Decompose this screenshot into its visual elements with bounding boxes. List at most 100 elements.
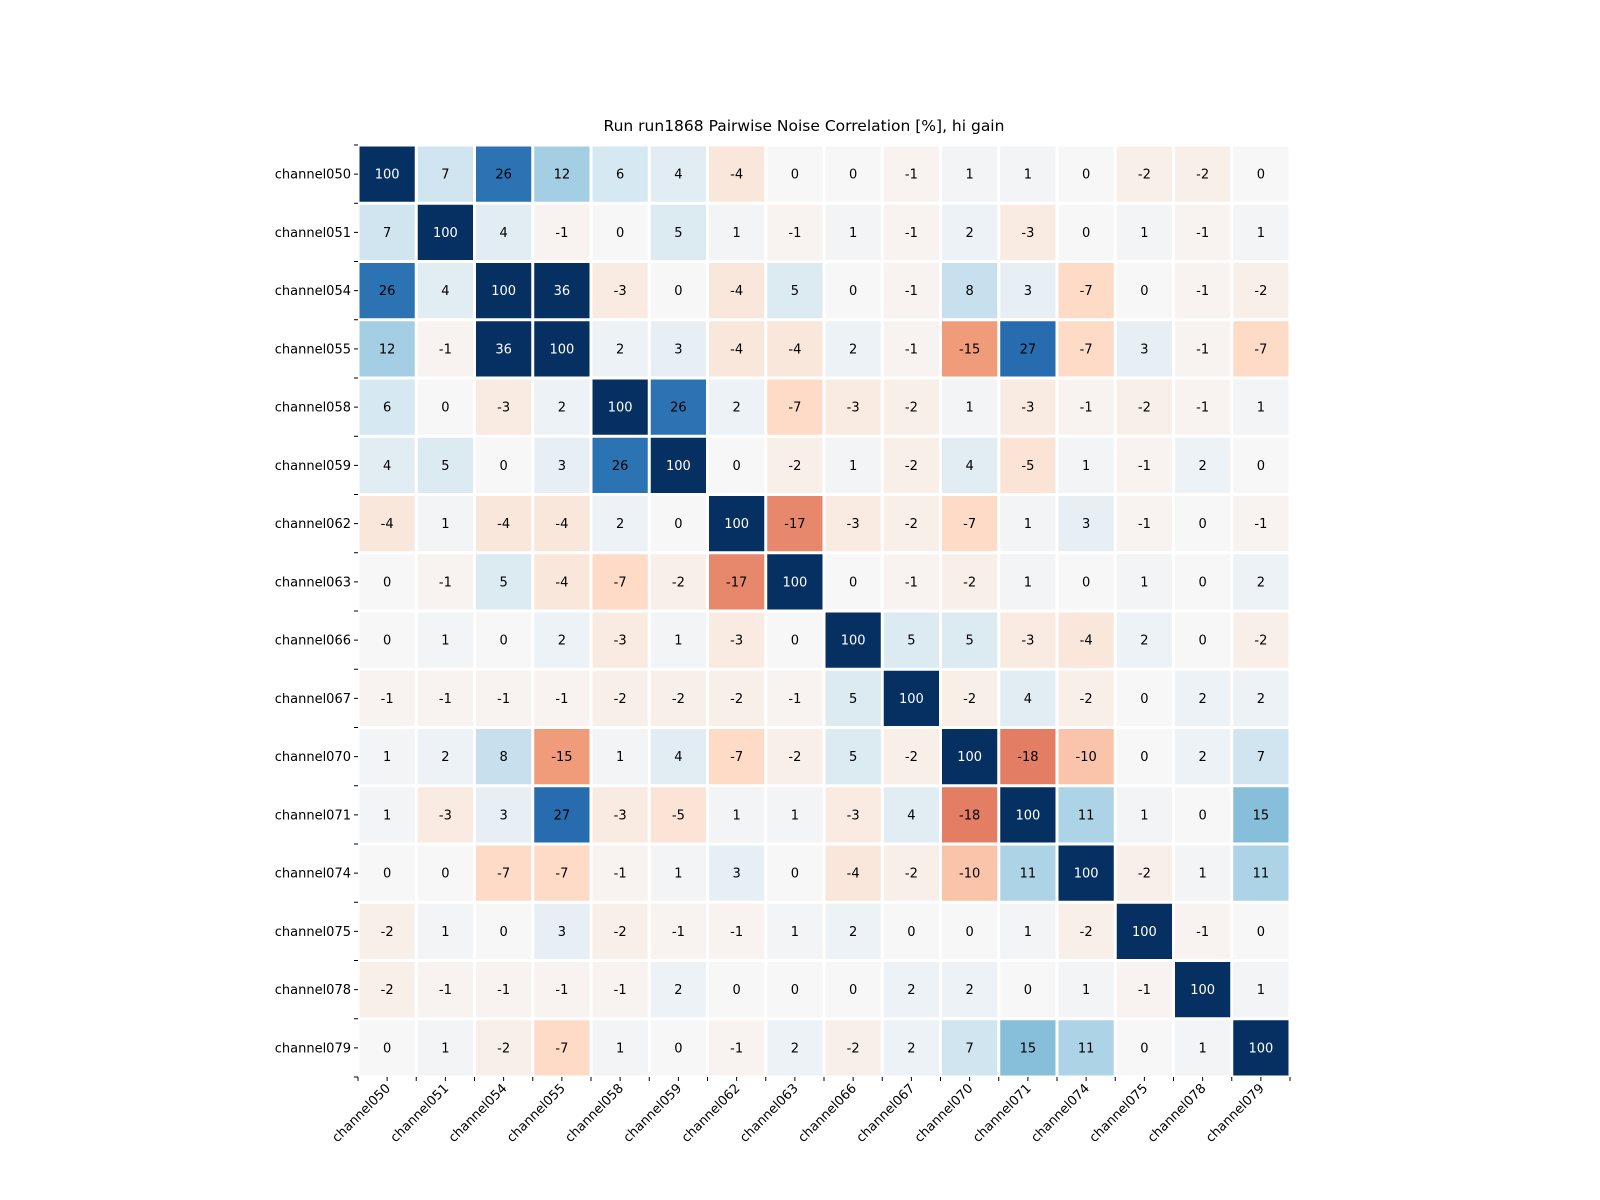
heatmap-cell [650, 321, 706, 377]
cell-value-label: -3 [614, 808, 627, 823]
heatmap-cell [1233, 612, 1289, 668]
heatmap-cell [942, 263, 998, 319]
heatmap-cell [709, 962, 765, 1018]
y-tick-label: channel051 [275, 226, 351, 241]
heatmap-cell [1175, 1020, 1231, 1076]
heatmap-cell [709, 204, 765, 260]
heatmap-cell [650, 729, 706, 785]
cell-value-label: -4 [555, 517, 568, 532]
cell-value-label: 0 [1082, 575, 1090, 590]
heatmap-cell [534, 787, 590, 843]
cell-value-label: 0 [1140, 284, 1148, 299]
heatmap-cell [476, 787, 532, 843]
cell-value-label: -1 [788, 692, 801, 707]
heatmap-cell [1058, 729, 1114, 785]
heatmap-cell [1233, 554, 1289, 610]
cell-value-label: -3 [730, 634, 743, 649]
heatmap-cell [476, 437, 532, 493]
heatmap-cell [942, 379, 998, 435]
cell-value-label: 1 [791, 808, 799, 823]
cell-value-label: 1 [383, 750, 391, 765]
heatmap-cell [476, 554, 532, 610]
x-axis: channel050channel051channel054channel055… [329, 1077, 1291, 1146]
cell-value-label: -1 [555, 983, 568, 998]
heatmap-cell [942, 437, 998, 493]
cell-value-label: 1 [616, 1041, 624, 1056]
cell-value-label: -10 [1076, 750, 1097, 765]
cell-value-label: 1 [441, 1041, 449, 1056]
cell-value-label: 3 [674, 342, 682, 357]
heatmap-cell [417, 845, 473, 901]
heatmap-cell [1116, 787, 1172, 843]
cell-value-label: -1 [1196, 226, 1209, 241]
cell-value-label: 2 [616, 342, 624, 357]
cell-value-label: 15 [1020, 1041, 1037, 1056]
heatmap-cell [417, 670, 473, 726]
cell-value-label: 1 [1257, 401, 1265, 416]
cell-value-label: 5 [907, 634, 915, 649]
heatmap-cell [359, 496, 415, 552]
heatmap-cell [825, 845, 881, 901]
cell-value-label: -7 [497, 867, 510, 882]
cell-value-label: -1 [1196, 925, 1209, 940]
cell-value-label: -2 [730, 692, 743, 707]
cell-value-label: 100 [433, 226, 458, 241]
heatmap-cell [709, 554, 765, 610]
heatmap-cell [592, 1020, 648, 1076]
y-tick-label: channel078 [275, 983, 351, 998]
heatmap-cell [883, 554, 939, 610]
cell-value-label: 1 [1140, 575, 1148, 590]
cell-value-label: 4 [907, 808, 915, 823]
heatmap-cell [592, 845, 648, 901]
heatmap-cell [650, 379, 706, 435]
heatmap-cell [592, 554, 648, 610]
cell-value-label: 0 [965, 925, 973, 940]
cell-value-label: -7 [1254, 342, 1267, 357]
cell-value-label: 2 [616, 517, 624, 532]
heatmap-cell [534, 496, 590, 552]
heatmap-cell [1116, 321, 1172, 377]
heatmap-cell [359, 787, 415, 843]
heatmap-cell [534, 321, 590, 377]
cell-value-label: -3 [614, 284, 627, 299]
chart-title: Run run1868 Pairwise Noise Correlation [… [604, 117, 1005, 135]
cell-value-label: -7 [963, 517, 976, 532]
heatmap-cell [1058, 379, 1114, 435]
cell-value-label: 12 [379, 342, 396, 357]
cell-value-label: -2 [1080, 692, 1093, 707]
cell-value-label: 0 [849, 575, 857, 590]
y-tick-label: channel079 [275, 1041, 351, 1056]
cell-value-label: -2 [905, 517, 918, 532]
heatmap-cell [1116, 903, 1172, 959]
heatmap-cell [1000, 379, 1056, 435]
heatmap-cell [767, 204, 823, 260]
cell-value-label: 2 [441, 750, 449, 765]
cell-value-label: -1 [1138, 517, 1151, 532]
heatmap-cell [883, 845, 939, 901]
heatmap-cell [1000, 845, 1056, 901]
cell-value-label: 1 [1140, 226, 1148, 241]
cell-value-label: 100 [1074, 867, 1099, 882]
heatmap-cell [534, 845, 590, 901]
cell-value-label: 0 [791, 634, 799, 649]
heatmap-cell [1175, 962, 1231, 1018]
heatmap-cell [1000, 263, 1056, 319]
cell-value-label: -2 [963, 575, 976, 590]
heatmap-cell [476, 263, 532, 319]
heatmap-cell [592, 729, 648, 785]
heatmap-cell [417, 496, 473, 552]
cell-value-label: 0 [1140, 692, 1148, 707]
x-tick-label: channel059 [621, 1081, 686, 1146]
heatmap-cell [534, 903, 590, 959]
cell-value-label: -1 [672, 925, 685, 940]
cell-value-label: 1 [1198, 1041, 1206, 1056]
cell-value-label: 1 [1082, 459, 1090, 474]
heatmap-cell [767, 903, 823, 959]
heatmap-cell [883, 263, 939, 319]
heatmap-cell [1175, 845, 1231, 901]
cell-value-label: 1 [1257, 983, 1265, 998]
heatmap-cell [1233, 437, 1289, 493]
cell-value-label: 0 [674, 517, 682, 532]
cell-value-labels: 100 7 26 12 6 4 -4 0 0 -1 1 1 0 -2 -2 07 100 4 -1 0 5 1 -1 1 -1 2… [375, 168, 1274, 1057]
cell-value-label: 1 [674, 634, 682, 649]
